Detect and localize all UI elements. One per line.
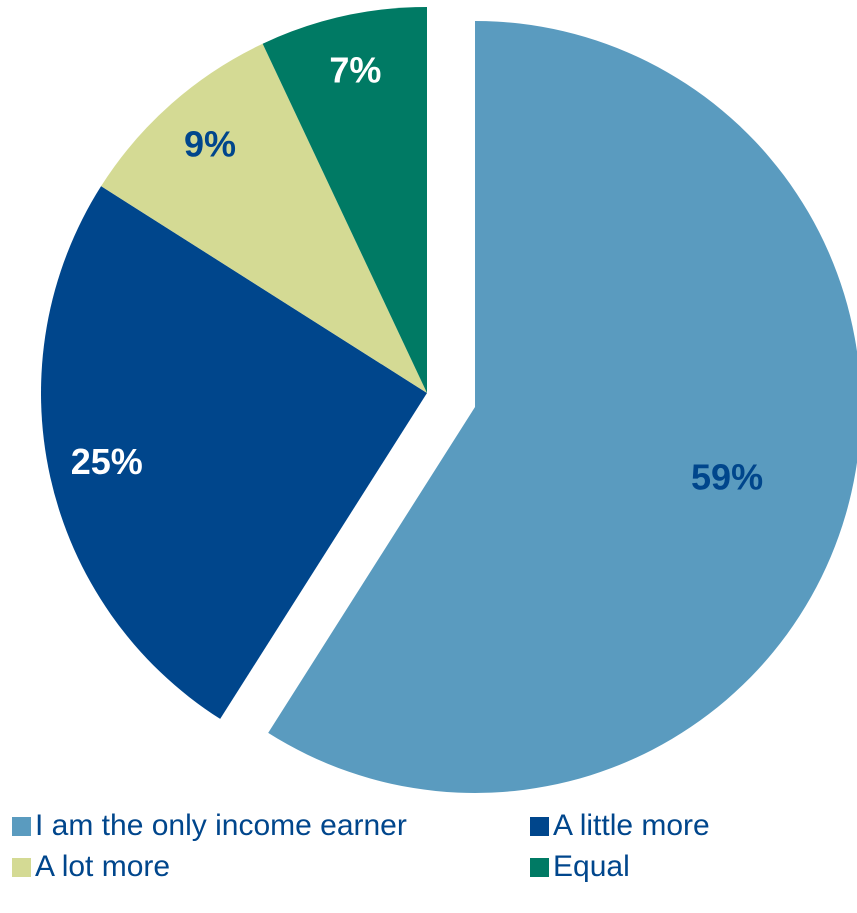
data-label: 9%: [184, 123, 236, 164]
data-label: 7%: [329, 49, 381, 90]
legend-swatch: [12, 817, 31, 836]
legend-label: A lot more: [35, 850, 170, 883]
legend-swatch: [12, 858, 31, 877]
data-label: 25%: [71, 441, 143, 482]
legend-label: Equal: [553, 850, 630, 883]
pie-slice: [40, 186, 427, 719]
data-label: 59%: [691, 457, 763, 498]
legend-label: A little more: [553, 809, 710, 842]
pie-slice: [262, 7, 427, 393]
legend-swatch: [530, 858, 549, 877]
pie-slice: [268, 20, 857, 793]
pie-slice: [101, 43, 428, 394]
legend-swatch: [530, 817, 549, 836]
legend-label: I am the only income earner: [35, 809, 407, 842]
